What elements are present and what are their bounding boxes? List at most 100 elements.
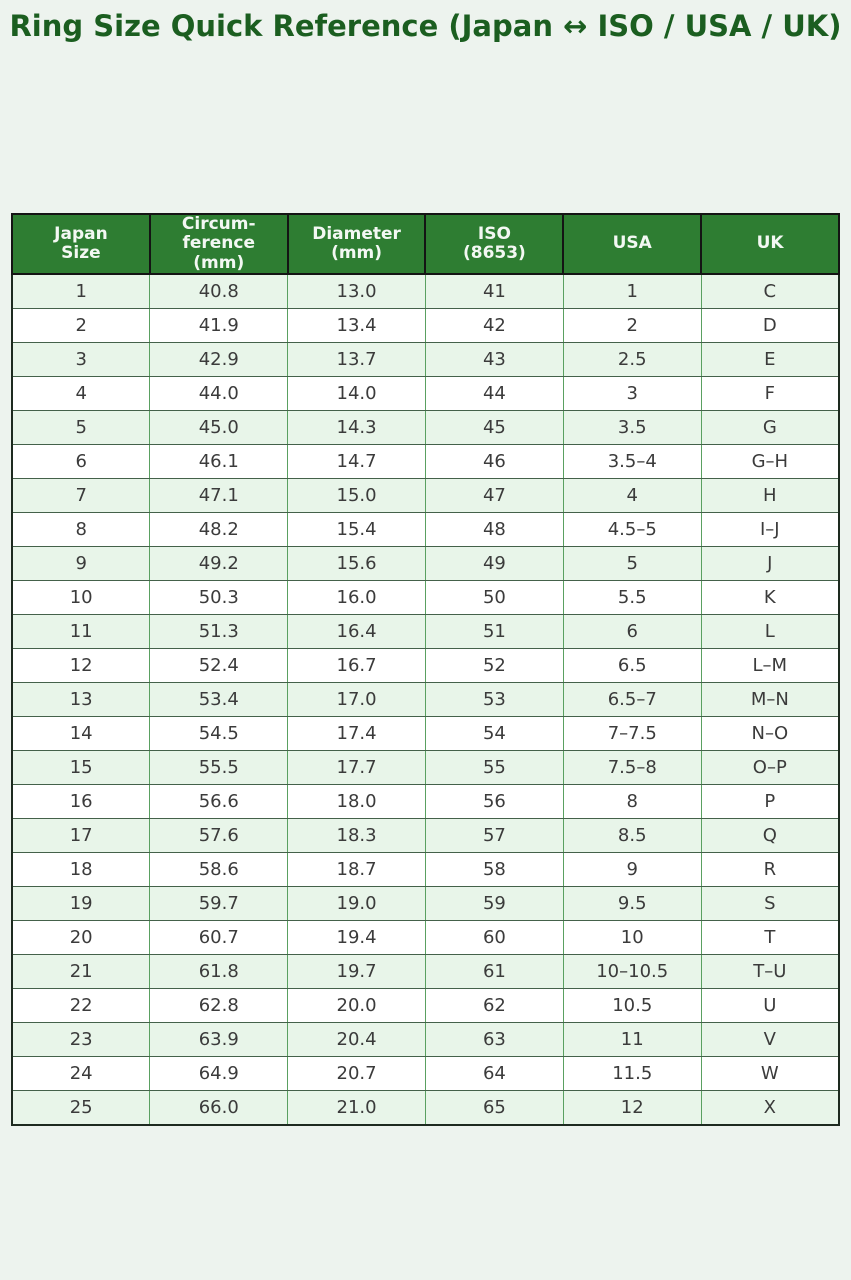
- table-row: 3 42.9 13.7 43 2.5 E: [11, 342, 840, 377]
- table-cell-diameter-mm: 18.7: [287, 852, 426, 887]
- table-row: 16 56.6 18.0 56 8 P: [11, 784, 840, 819]
- table-cell-diameter-mm: 14.7: [287, 444, 426, 479]
- table-cell-japan-size: 25: [11, 1090, 151, 1126]
- table-cell-uk: V: [700, 1022, 840, 1057]
- table-cell-circumference-mm: 52.4: [149, 648, 289, 683]
- table-cell-japan-size: 12: [11, 648, 151, 683]
- table-cell-iso-8653: 52: [424, 648, 564, 683]
- table-cell-usa: 2.5: [562, 342, 702, 377]
- table-cell-diameter-mm: 17.7: [287, 750, 426, 785]
- table-cell-uk: R: [700, 852, 840, 887]
- table-cell-circumference-mm: 58.6: [149, 852, 289, 887]
- table-row: 2 41.9 13.4 42 2 D: [11, 308, 840, 343]
- table-cell-circumference-mm: 51.3: [149, 614, 289, 649]
- table-cell-iso-8653: 63: [424, 1022, 564, 1057]
- table-cell-circumference-mm: 41.9: [149, 308, 289, 343]
- table-cell-usa: 5: [562, 546, 702, 581]
- table-cell-japan-size: 11: [11, 614, 151, 649]
- table-cell-usa: 10.5: [562, 988, 702, 1023]
- table-cell-uk: U: [700, 988, 840, 1023]
- column-header-diameter-mm: Diameter (mm): [286, 213, 427, 275]
- table-cell-circumference-mm: 50.3: [149, 580, 289, 615]
- table-cell-diameter-mm: 13.0: [287, 273, 426, 309]
- table-cell-iso-8653: 60: [424, 920, 564, 955]
- table-row: 13 53.4 17.0 53 6.5–7 M–N: [11, 682, 840, 717]
- table-cell-circumference-mm: 49.2: [149, 546, 289, 581]
- table-cell-circumference-mm: 62.8: [149, 988, 289, 1023]
- table-row: 10 50.3 16.0 50 5.5 K: [11, 580, 840, 615]
- table-row: 19 59.7 19.0 59 9.5 S: [11, 886, 840, 921]
- table-cell-uk: W: [700, 1056, 840, 1091]
- table-cell-japan-size: 2: [11, 308, 151, 343]
- table-cell-diameter-mm: 19.0: [287, 886, 426, 921]
- table-cell-uk: X: [700, 1090, 840, 1126]
- table-cell-iso-8653: 49: [424, 546, 564, 581]
- table-row: 17 57.6 18.3 57 8.5 Q: [11, 818, 840, 853]
- table-cell-usa: 7–7.5: [562, 716, 702, 751]
- table-cell-usa: 4.5–5: [562, 512, 702, 547]
- table-cell-diameter-mm: 15.4: [287, 512, 426, 547]
- table-cell-uk: T–U: [700, 954, 840, 989]
- table-cell-circumference-mm: 63.9: [149, 1022, 289, 1057]
- table-cell-circumference-mm: 55.5: [149, 750, 289, 785]
- table-cell-usa: 10: [562, 920, 702, 955]
- table-row: 23 63.9 20.4 63 11 V: [11, 1022, 840, 1057]
- table-cell-iso-8653: 54: [424, 716, 564, 751]
- table-cell-uk: Q: [700, 818, 840, 853]
- table-cell-uk: C: [700, 273, 840, 309]
- table-cell-japan-size: 13: [11, 682, 151, 717]
- table-row: 4 44.0 14.0 44 3 F: [11, 376, 840, 411]
- table-cell-uk: J: [700, 546, 840, 581]
- table-cell-circumference-mm: 59.7: [149, 886, 289, 921]
- table-cell-diameter-mm: 17.0: [287, 682, 426, 717]
- table-cell-japan-size: 8: [11, 512, 151, 547]
- table-cell-circumference-mm: 64.9: [149, 1056, 289, 1091]
- column-header-circumference-mm: Circum- ference (mm): [148, 213, 289, 275]
- table-cell-circumference-mm: 44.0: [149, 376, 289, 411]
- table-cell-usa: 11.5: [562, 1056, 702, 1091]
- table-cell-japan-size: 15: [11, 750, 151, 785]
- table-cell-diameter-mm: 18.3: [287, 818, 426, 853]
- table-cell-uk: S: [700, 886, 840, 921]
- table-cell-iso-8653: 59: [424, 886, 564, 921]
- table-cell-uk: I–J: [700, 512, 840, 547]
- table-cell-usa: 9.5: [562, 886, 702, 921]
- table-row: 20 60.7 19.4 60 10 T: [11, 920, 840, 955]
- table-cell-japan-size: 1: [11, 273, 151, 309]
- table-cell-japan-size: 7: [11, 478, 151, 513]
- table-cell-iso-8653: 53: [424, 682, 564, 717]
- column-header-usa: USA: [562, 213, 703, 275]
- table-cell-iso-8653: 41: [424, 273, 564, 309]
- table-cell-japan-size: 20: [11, 920, 151, 955]
- table-row: 12 52.4 16.7 52 6.5 L–M: [11, 648, 840, 683]
- table-cell-uk: T: [700, 920, 840, 955]
- table-cell-circumference-mm: 56.6: [149, 784, 289, 819]
- table-cell-circumference-mm: 46.1: [149, 444, 289, 479]
- table-cell-iso-8653: 62: [424, 988, 564, 1023]
- table-cell-diameter-mm: 20.7: [287, 1056, 426, 1091]
- table-cell-iso-8653: 51: [424, 614, 564, 649]
- table-header: Japan Size Circum- ference (mm) Diameter…: [11, 213, 840, 275]
- table-row: 14 54.5 17.4 54 7–7.5 N–O: [11, 716, 840, 751]
- table-cell-usa: 6.5: [562, 648, 702, 683]
- table-cell-usa: 3.5–4: [562, 444, 702, 479]
- table-cell-diameter-mm: 19.4: [287, 920, 426, 955]
- table-cell-iso-8653: 48: [424, 512, 564, 547]
- table-cell-diameter-mm: 17.4: [287, 716, 426, 751]
- table-row: 6 46.1 14.7 46 3.5–4 G–H: [11, 444, 840, 479]
- table-row: 18 58.6 18.7 58 9 R: [11, 852, 840, 887]
- table-cell-usa: 6: [562, 614, 702, 649]
- table-cell-diameter-mm: 13.4: [287, 308, 426, 343]
- table-cell-iso-8653: 45: [424, 410, 564, 445]
- table-cell-japan-size: 4: [11, 376, 151, 411]
- table-row: 7 47.1 15.0 47 4 H: [11, 478, 840, 513]
- table-cell-usa: 11: [562, 1022, 702, 1057]
- table-cell-usa: 1: [562, 273, 702, 309]
- table-cell-usa: 3: [562, 376, 702, 411]
- table-cell-usa: 9: [562, 852, 702, 887]
- table-cell-uk: L–M: [700, 648, 840, 683]
- table-header-row: Japan Size Circum- ference (mm) Diameter…: [11, 213, 840, 275]
- table-cell-iso-8653: 55: [424, 750, 564, 785]
- table-cell-japan-size: 5: [11, 410, 151, 445]
- table-cell-circumference-mm: 47.1: [149, 478, 289, 513]
